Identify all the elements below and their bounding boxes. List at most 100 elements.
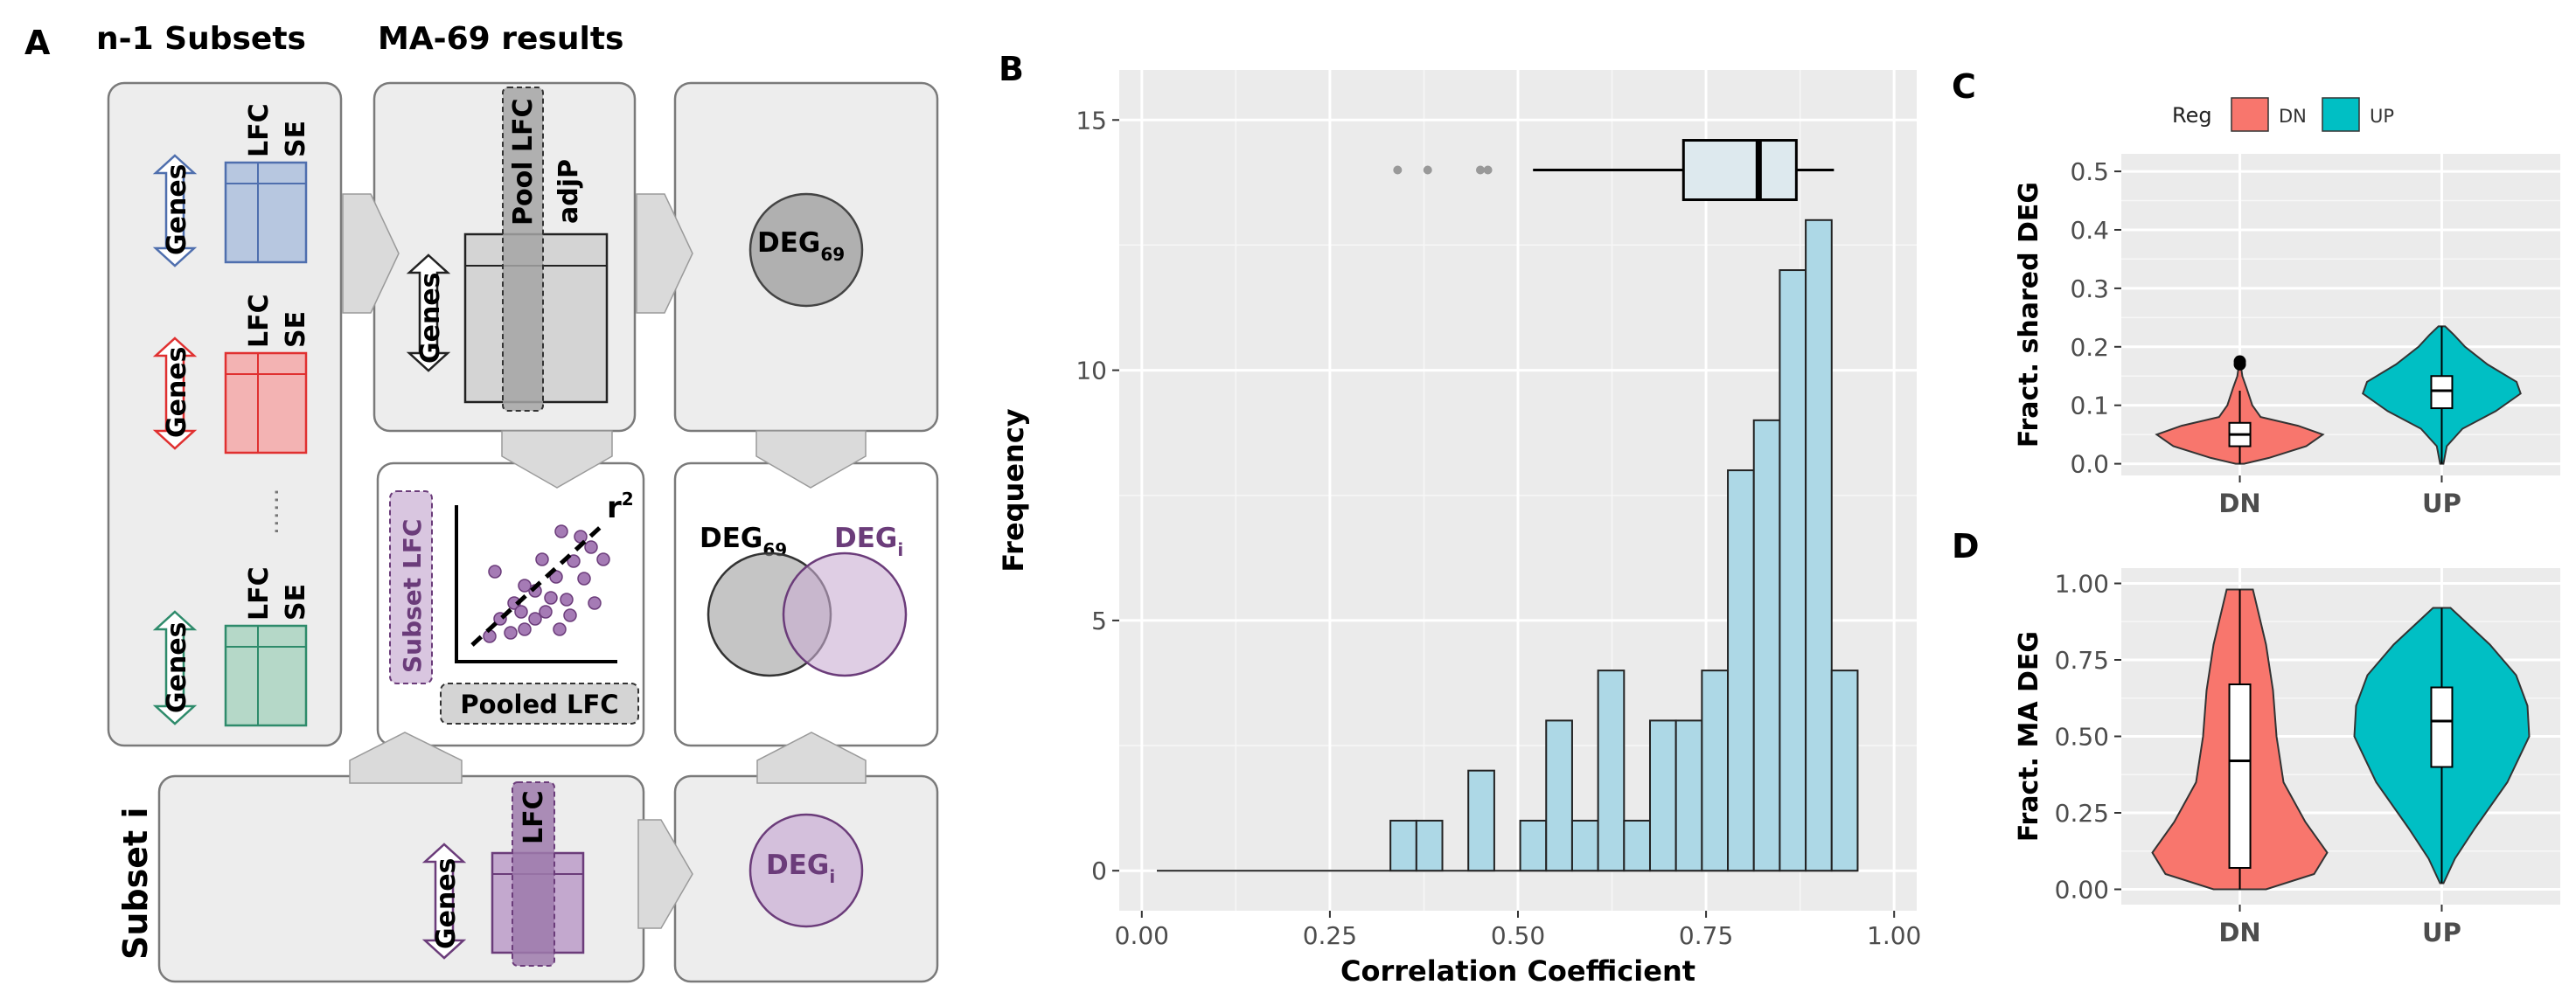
y-tick-label: 10 [1076, 357, 1107, 385]
histogram-bar [1389, 819, 1417, 872]
panel-a: A n-1 Subsets MA-69 results Genes LFC SE [24, 21, 939, 983]
y-tick-label: 0.50 [2055, 723, 2109, 752]
panel-a-letter: A [24, 24, 51, 62]
histogram-bar [1467, 769, 1495, 872]
y-tick-label: 0.4 [2070, 216, 2109, 245]
x-axis-label: Correlation Coefficient [1340, 954, 1695, 988]
col2-header: MA-69 results [378, 21, 623, 57]
box-iqr [2430, 686, 2454, 768]
violin-chart-d: 0.00 0.25 0.50 0.75 1.00 DN UP Fract. MA DEG [2014, 568, 2560, 947]
histogram-bar [1830, 670, 1859, 872]
subset-i-label: Subset i [116, 808, 155, 960]
y-tick-label: 0.1 [2070, 392, 2109, 420]
subset-green: Genes LFC SE [152, 566, 311, 727]
se-label: SE [281, 121, 311, 157]
double-arrow-icon [152, 610, 198, 725]
box-outlier [1475, 165, 1485, 175]
deg69-sub: 69 [820, 244, 845, 265]
histogram-bar [1545, 719, 1573, 872]
panel-b: B 0.00 0.25 0.50 0.75 1.00 0 5 10 15 Correlation … [997, 50, 1921, 988]
genes-label: Genes [162, 163, 192, 255]
y-tick-label: 0.75 [2055, 646, 2109, 675]
y-axis-label: Frequency [997, 408, 1030, 572]
r2-main: r [607, 490, 622, 525]
lfc-column [512, 781, 555, 967]
x-tick-label: 0.50 [1491, 921, 1545, 950]
box-iqr [2430, 375, 2454, 410]
pool-lfc-column [502, 87, 544, 412]
fit-line [470, 523, 605, 647]
double-arrow-icon [406, 253, 451, 372]
violin-chart-c: 0.0 0.1 0.2 0.3 0.4 0.5 DN UP Fract. shared DEG R… [2014, 97, 2560, 518]
legend-title: Reg [2172, 103, 2212, 128]
arrow-up-1 [349, 732, 463, 784]
arrow-down-1 [501, 430, 613, 489]
r2-label: r2 [607, 489, 634, 525]
scatter-dot [504, 626, 518, 640]
degi-label: DEGi [766, 850, 835, 887]
r2-sup: 2 [622, 489, 634, 510]
ma69-matrix: Genes Pool LFC adjP [406, 87, 609, 412]
lfc-label: LFC [244, 566, 275, 621]
arrow-down-2 [755, 430, 867, 489]
scatter-dot [535, 552, 549, 566]
histogram-bar [1648, 719, 1677, 872]
double-arrow-icon [421, 843, 467, 960]
scatter-dot [567, 554, 581, 568]
panel-c: C 0.0 0.1 0.2 0.3 0.4 0.5 DN UP Fract. shared DE… [1952, 67, 2560, 518]
histogram-bar [1779, 269, 1807, 872]
x-tick-label: UP [2422, 918, 2461, 947]
double-arrow-icon [152, 336, 198, 450]
subset-lfc-label: Subset LFC [398, 519, 427, 673]
deg69-circle [748, 192, 864, 308]
histogram-bar [1570, 819, 1599, 872]
lfc-label: LFC [519, 790, 549, 844]
panel-c-letter: C [1952, 67, 1976, 106]
scatter-dot [544, 591, 558, 605]
venn-circle-degi [782, 552, 908, 677]
histogram-bar [1752, 419, 1781, 872]
arrow-right-2 [636, 193, 693, 314]
x-tick-label: UP [2422, 489, 2461, 518]
genes-label: Genes [162, 621, 192, 713]
genes-label: Genes [415, 272, 446, 364]
histogram-bar [1701, 670, 1730, 872]
box-iqr [1681, 139, 1798, 202]
matrix-block [224, 624, 308, 727]
pool-lfc-label: Pool LFC [508, 98, 539, 225]
y-tick-label: 5 [1091, 607, 1107, 635]
legend-swatch-dn [2231, 97, 2269, 132]
double-arrow-icon [152, 154, 198, 267]
histogram-bar [1415, 819, 1444, 872]
y-tick-label: 0.5 [2070, 157, 2109, 186]
panel-b-letter: B [999, 50, 1024, 88]
deg69-main: DEG [757, 227, 820, 259]
pooled-lfc-label: Pooled LFC [460, 690, 618, 719]
scatter-dot [560, 593, 574, 607]
adjp-label: adjP [553, 159, 584, 224]
y-axis-label: Fract. MA DEG [2014, 631, 2044, 842]
subset-i: Subset i Genes LFC [116, 781, 585, 967]
subset-red: Genes LFC SE [152, 294, 311, 454]
legend-label-up: UP [2370, 106, 2394, 127]
scatter-dot [483, 629, 497, 643]
histogram-bar [1519, 819, 1548, 872]
subset-lfc-tag [389, 490, 433, 684]
y-tick-label: 0 [1091, 857, 1107, 885]
legend-label-dn: DN [2279, 106, 2307, 127]
y-tick-label: 0.2 [2070, 333, 2109, 362]
y-tick-label: 15 [1076, 106, 1107, 135]
genes-label: Genes [431, 857, 462, 949]
degi-circle [748, 813, 864, 928]
legend-swatch-up [2322, 97, 2360, 132]
se-label: SE [281, 584, 311, 621]
scatter-dot [488, 565, 502, 579]
venn-deg69-main: DEG [700, 523, 762, 554]
lfc-label: LFC [244, 294, 275, 348]
y-tick-label: 0.0 [2070, 450, 2109, 479]
histogram-bar [1805, 219, 1833, 872]
box-outlier [1393, 165, 1403, 175]
subset-blue: Genes LFC SE [152, 103, 311, 267]
histogram-bar [1674, 719, 1703, 872]
